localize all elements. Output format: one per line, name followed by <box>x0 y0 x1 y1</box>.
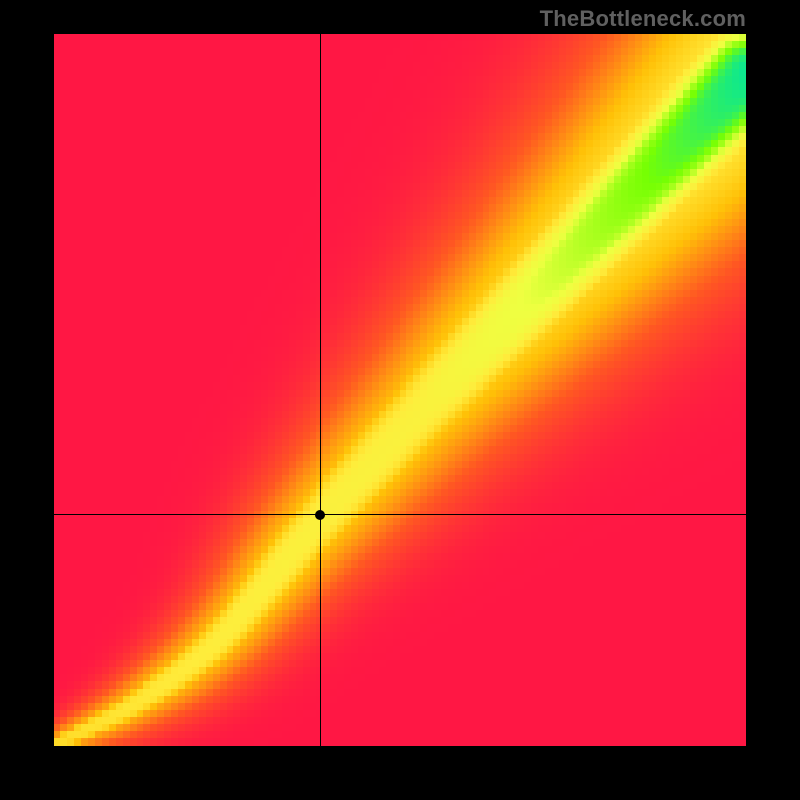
plot-area <box>54 34 746 746</box>
watermark-text: TheBottleneck.com <box>540 6 746 32</box>
chart-container: TheBottleneck.com <box>0 0 800 800</box>
heatmap-canvas <box>54 34 746 746</box>
crosshair-dot <box>315 510 325 520</box>
